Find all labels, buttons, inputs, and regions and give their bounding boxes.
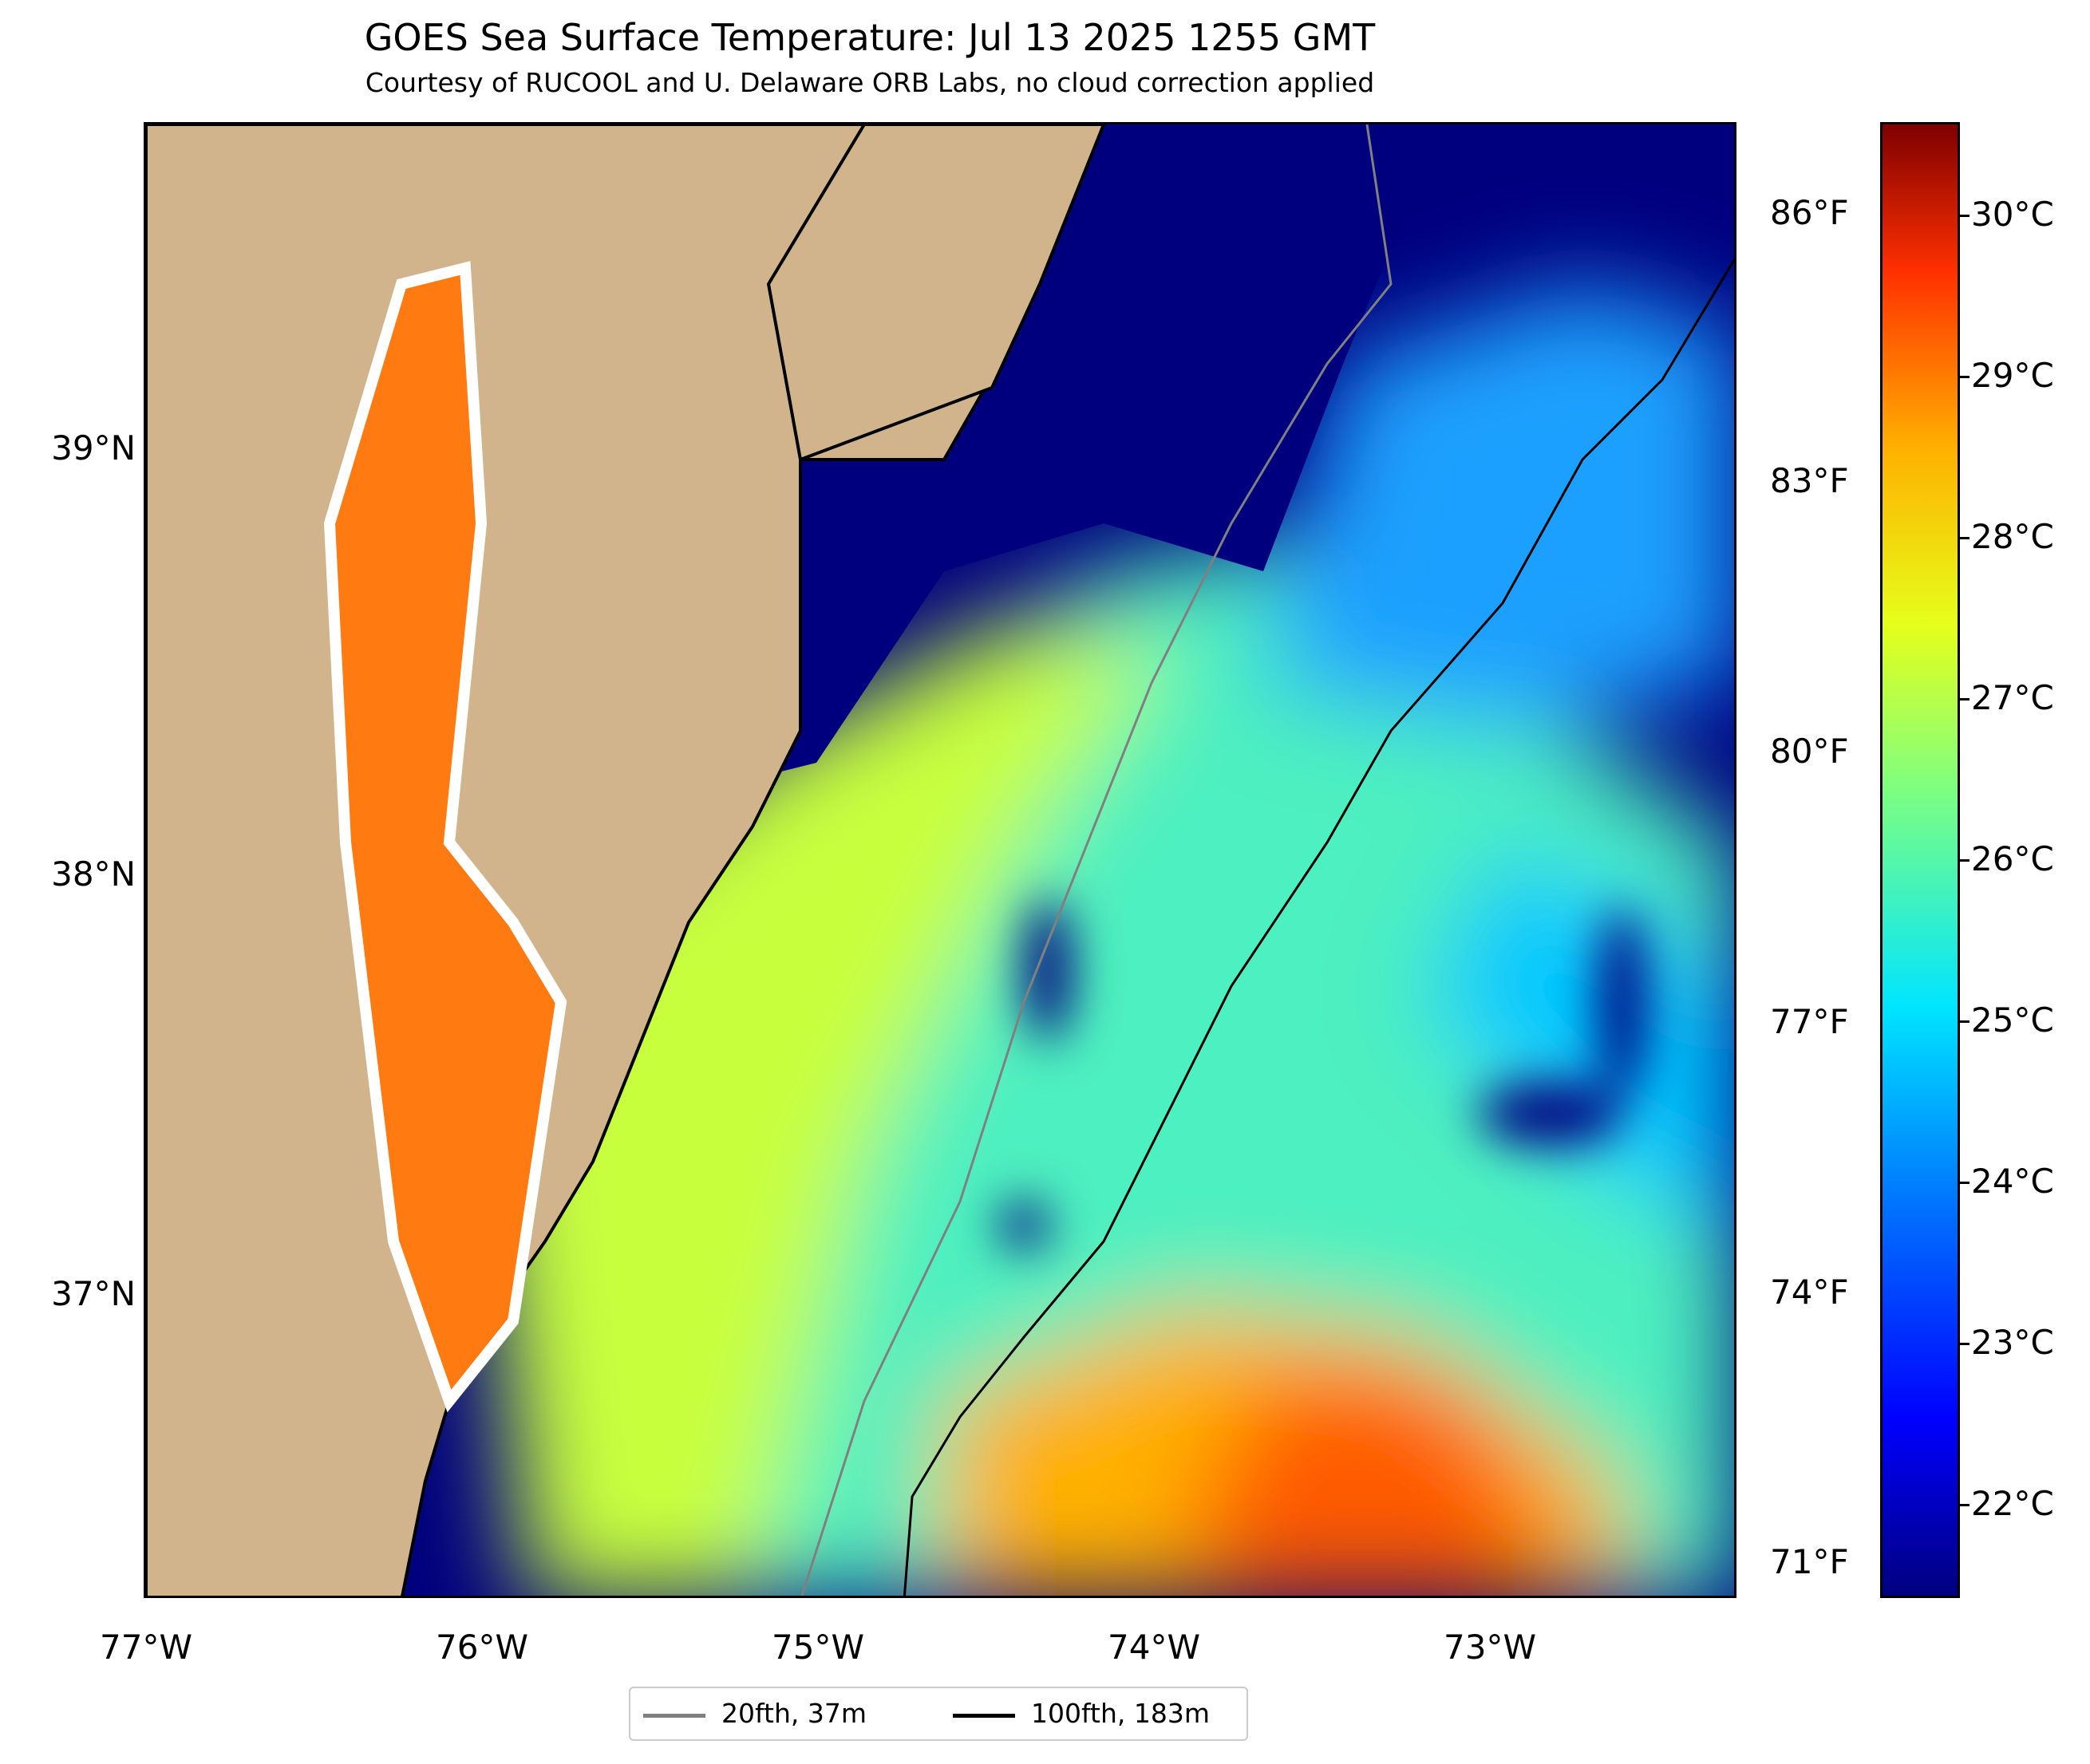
- lon-label-73w: 73°W: [1444, 1628, 1536, 1667]
- colorbar-label-28c: 28°C: [1971, 517, 2054, 556]
- lat-label-38n: 38°N: [51, 854, 136, 894]
- colorbar-tick: [1960, 698, 1969, 700]
- figure-title: GOES Sea Surface Temperature: Jul 13 202…: [364, 16, 1376, 59]
- colorbar-label-29c: 29°C: [1971, 356, 2054, 395]
- sst-map: [144, 122, 1736, 1598]
- colorbar-label-25c: 25°C: [1971, 1000, 2054, 1040]
- colorbar: [1880, 122, 1960, 1598]
- lon-label-75w: 75°W: [772, 1628, 864, 1667]
- colorbar-label-27c: 27°C: [1971, 678, 2054, 717]
- cold-pockets: [1000, 898, 1646, 1249]
- f-tick-74: 74°F: [1770, 1273, 1849, 1312]
- f-tick-71: 71°F: [1770, 1542, 1849, 1581]
- colorbar-tick: [1960, 859, 1969, 862]
- f-tick-77: 77°F: [1770, 1002, 1849, 1041]
- lat-label-39n: 39°N: [51, 428, 136, 468]
- isobath-20fth: [800, 124, 1393, 1596]
- lon-label-77w: 77°W: [100, 1628, 192, 1667]
- lon-label-76w: 76°W: [436, 1628, 528, 1667]
- chesapeake-bay: [323, 261, 567, 1413]
- colorbar-tick: [1960, 1182, 1969, 1184]
- colorbar-label-30c: 30°C: [1971, 195, 2054, 234]
- colorbar-label-26c: 26°C: [1971, 839, 2054, 878]
- legend-label-100fth: 100fth, 183m: [1031, 1698, 1210, 1729]
- lat-label-37n: 37°N: [51, 1274, 136, 1313]
- colorbar-tick: [1960, 1343, 1969, 1345]
- sst-field: [481, 284, 1734, 1596]
- colorbar-label-23c: 23°C: [1971, 1323, 2054, 1362]
- colorbar-tick: [1960, 1020, 1969, 1023]
- legend-label-20fth: 20fth, 37m: [721, 1698, 867, 1729]
- colorbar-label-22c: 22°C: [1971, 1484, 2054, 1523]
- isobath-100fth: [903, 258, 1734, 1596]
- legend-swatch-20fth: [643, 1714, 705, 1718]
- lon-label-74w: 74°W: [1108, 1628, 1200, 1667]
- colorbar-label-24c: 24°C: [1971, 1162, 2054, 1201]
- f-tick-83: 83°F: [1770, 461, 1849, 500]
- f-tick-80: 80°F: [1770, 732, 1849, 771]
- figure-subtitle: Courtesy of RUCOOL and U. Delaware ORB L…: [365, 67, 1375, 98]
- colorbar-tick: [1960, 1504, 1969, 1506]
- legend: 20fth, 37m 100fth, 183m: [629, 1687, 1248, 1741]
- colorbar-tick: [1960, 215, 1969, 217]
- colorbar-tick: [1960, 537, 1969, 539]
- legend-swatch-100fth: [953, 1714, 1015, 1718]
- colorbar-tick: [1960, 376, 1969, 378]
- f-tick-86: 86°F: [1770, 193, 1849, 232]
